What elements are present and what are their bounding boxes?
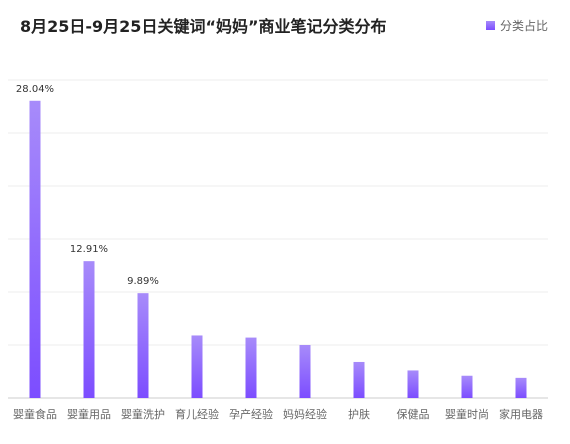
data-label: 28.04% [16, 84, 54, 95]
bar-8[interactable] [407, 370, 419, 398]
legend-label: 分类占比 [499, 19, 548, 33]
bar-3[interactable] [137, 293, 149, 398]
legend[interactable]: 分类占比 [485, 17, 548, 34]
x-tick-label: 婴童用品 [67, 407, 111, 421]
x-tick-label: 孕产经验 [229, 407, 273, 421]
bar-2[interactable] [83, 261, 95, 398]
bar-10[interactable] [515, 377, 527, 398]
x-tick-label: 保健品 [397, 407, 430, 421]
x-tick-label: 家用电器 [499, 407, 543, 421]
chart-title: 8月25日-9月25日关键词“妈妈”商业笔记分类分布 [20, 17, 387, 36]
x-tick-label: 护肤 [348, 407, 370, 421]
bar-5[interactable] [245, 337, 257, 398]
legend-swatch [485, 21, 495, 30]
data-label: 9.89% [127, 276, 159, 287]
x-tick-label: 婴童食品 [13, 407, 57, 421]
bar-9[interactable] [461, 375, 473, 398]
x-tick-label: 婴童时尚 [445, 407, 489, 421]
x-tick-label: 婴童洗护 [121, 407, 165, 421]
x-tick-label: 育儿经验 [175, 407, 219, 421]
data-label: 12.91% [70, 244, 108, 255]
bar-1[interactable] [29, 100, 41, 398]
bar-4[interactable] [191, 335, 203, 398]
bar-6[interactable] [299, 345, 311, 398]
bar-7[interactable] [353, 361, 365, 398]
x-tick-label: 妈妈经验 [283, 407, 327, 421]
